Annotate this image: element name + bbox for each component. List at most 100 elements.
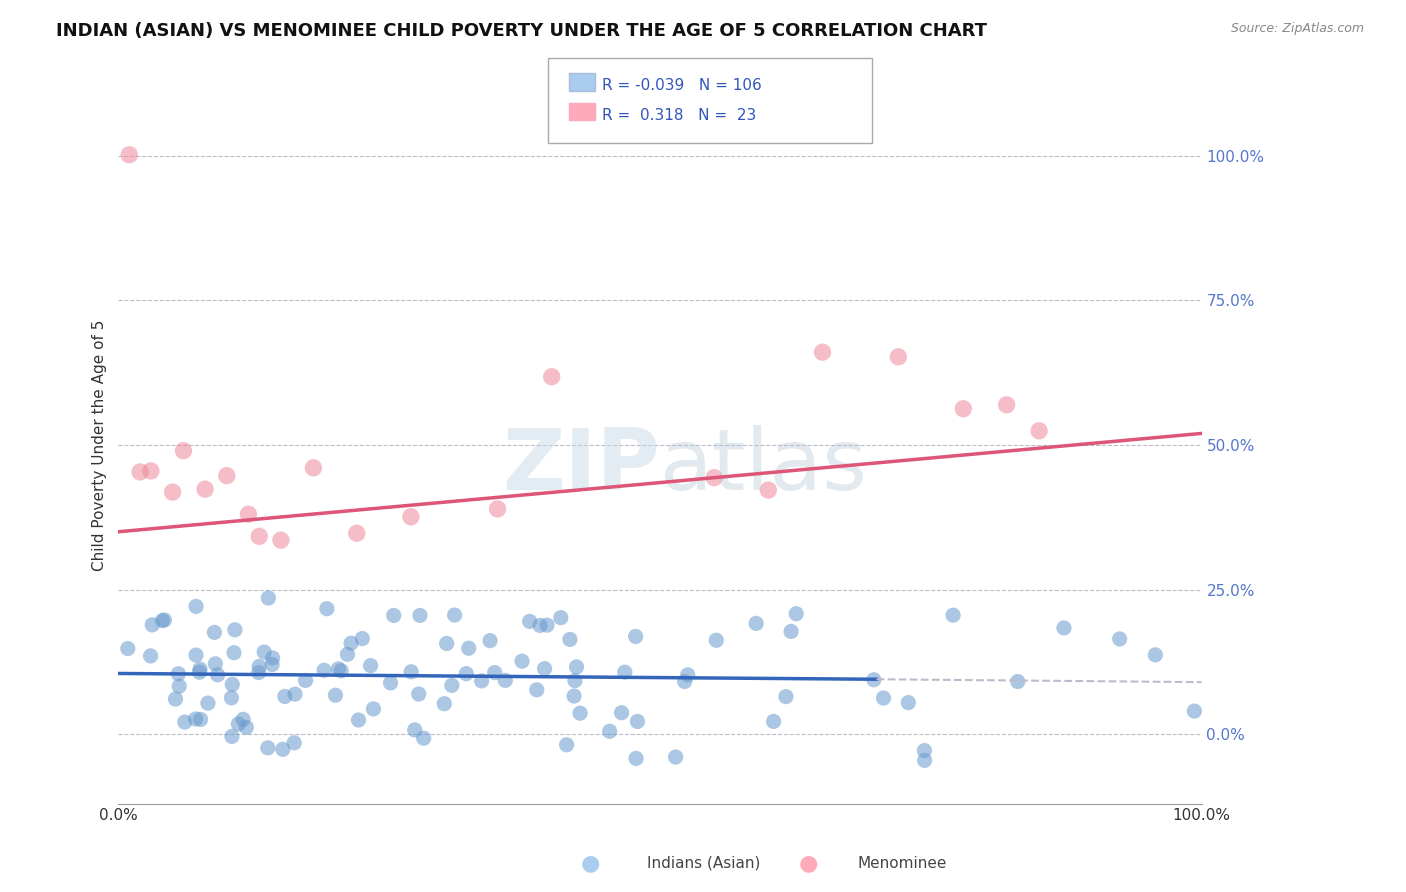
Point [479, 633, 502, 648]
Point [207, 668, 229, 682]
Point [1007, 674, 1029, 689]
Point [745, 616, 768, 631]
Point [336, 648, 359, 662]
Point [952, 401, 974, 416]
Point [756, 483, 779, 497]
Point [118, 148, 141, 162]
Point [221, 677, 243, 691]
Point [1028, 424, 1050, 438]
Point [190, 712, 212, 726]
Point [302, 460, 325, 475]
Point [484, 665, 506, 680]
Point [494, 673, 516, 688]
Point [294, 673, 316, 688]
Point [150, 614, 173, 628]
Point [139, 464, 162, 478]
Point [550, 610, 572, 624]
Point [247, 659, 270, 673]
Point [440, 678, 463, 692]
Point [253, 645, 276, 659]
Point [314, 663, 336, 677]
Point [197, 696, 219, 710]
Point [1053, 621, 1076, 635]
Point [194, 482, 217, 496]
Text: ●: ● [581, 854, 600, 873]
Text: Menominee: Menominee [858, 856, 948, 871]
Text: atlas: atlas [659, 425, 868, 508]
Point [436, 636, 458, 650]
Point [129, 465, 152, 479]
Point [204, 657, 226, 671]
Point [262, 651, 284, 665]
Point [914, 753, 936, 767]
Point [352, 632, 374, 646]
Point [153, 613, 176, 627]
Point [117, 641, 139, 656]
Text: R = -0.039   N = 106: R = -0.039 N = 106 [602, 78, 762, 94]
Point [613, 665, 636, 680]
Point [665, 750, 688, 764]
Point [540, 369, 562, 384]
Point [433, 697, 456, 711]
Point [519, 615, 541, 629]
Point [283, 736, 305, 750]
Point [215, 468, 238, 483]
Point [529, 618, 551, 632]
Y-axis label: Child Poverty Under the Age of 5: Child Poverty Under the Age of 5 [93, 319, 107, 571]
Point [184, 648, 207, 662]
Point [162, 485, 184, 500]
Point [785, 607, 807, 621]
Point [412, 731, 434, 746]
Point [510, 654, 533, 668]
Point [626, 714, 648, 729]
Point [811, 345, 834, 359]
Point [346, 526, 368, 541]
Point [328, 662, 350, 676]
Point [1108, 632, 1130, 646]
Point [399, 509, 422, 524]
Point [330, 664, 353, 678]
Point [780, 624, 803, 639]
Point [599, 724, 621, 739]
Point [471, 673, 494, 688]
Point [238, 507, 260, 521]
Point [872, 691, 894, 706]
Point [235, 720, 257, 734]
Point [167, 666, 190, 681]
Point [995, 398, 1018, 412]
Point [188, 665, 211, 680]
Point [897, 696, 920, 710]
Point [526, 682, 548, 697]
Point [221, 690, 243, 705]
Point [363, 702, 385, 716]
Point [775, 690, 797, 704]
Point [408, 687, 430, 701]
Point [565, 660, 588, 674]
Point [270, 533, 292, 548]
Point [221, 730, 243, 744]
Point [610, 706, 633, 720]
Point [141, 618, 163, 632]
Point [165, 692, 187, 706]
Text: Source: ZipAtlas.com: Source: ZipAtlas.com [1230, 22, 1364, 36]
Point [555, 738, 578, 752]
Point [914, 743, 936, 757]
Point [558, 632, 581, 647]
Point [139, 648, 162, 663]
Point [256, 740, 278, 755]
Point [325, 688, 347, 702]
Point [399, 665, 422, 679]
Point [409, 608, 432, 623]
Point [624, 751, 647, 765]
Point [360, 658, 382, 673]
Point [382, 608, 405, 623]
Point [340, 636, 363, 650]
Point [562, 689, 585, 703]
Point [380, 676, 402, 690]
Point [762, 714, 785, 729]
Point [1144, 648, 1167, 662]
Point [942, 608, 965, 623]
Point [222, 646, 245, 660]
Point [228, 717, 250, 731]
Text: ●: ● [799, 854, 818, 873]
